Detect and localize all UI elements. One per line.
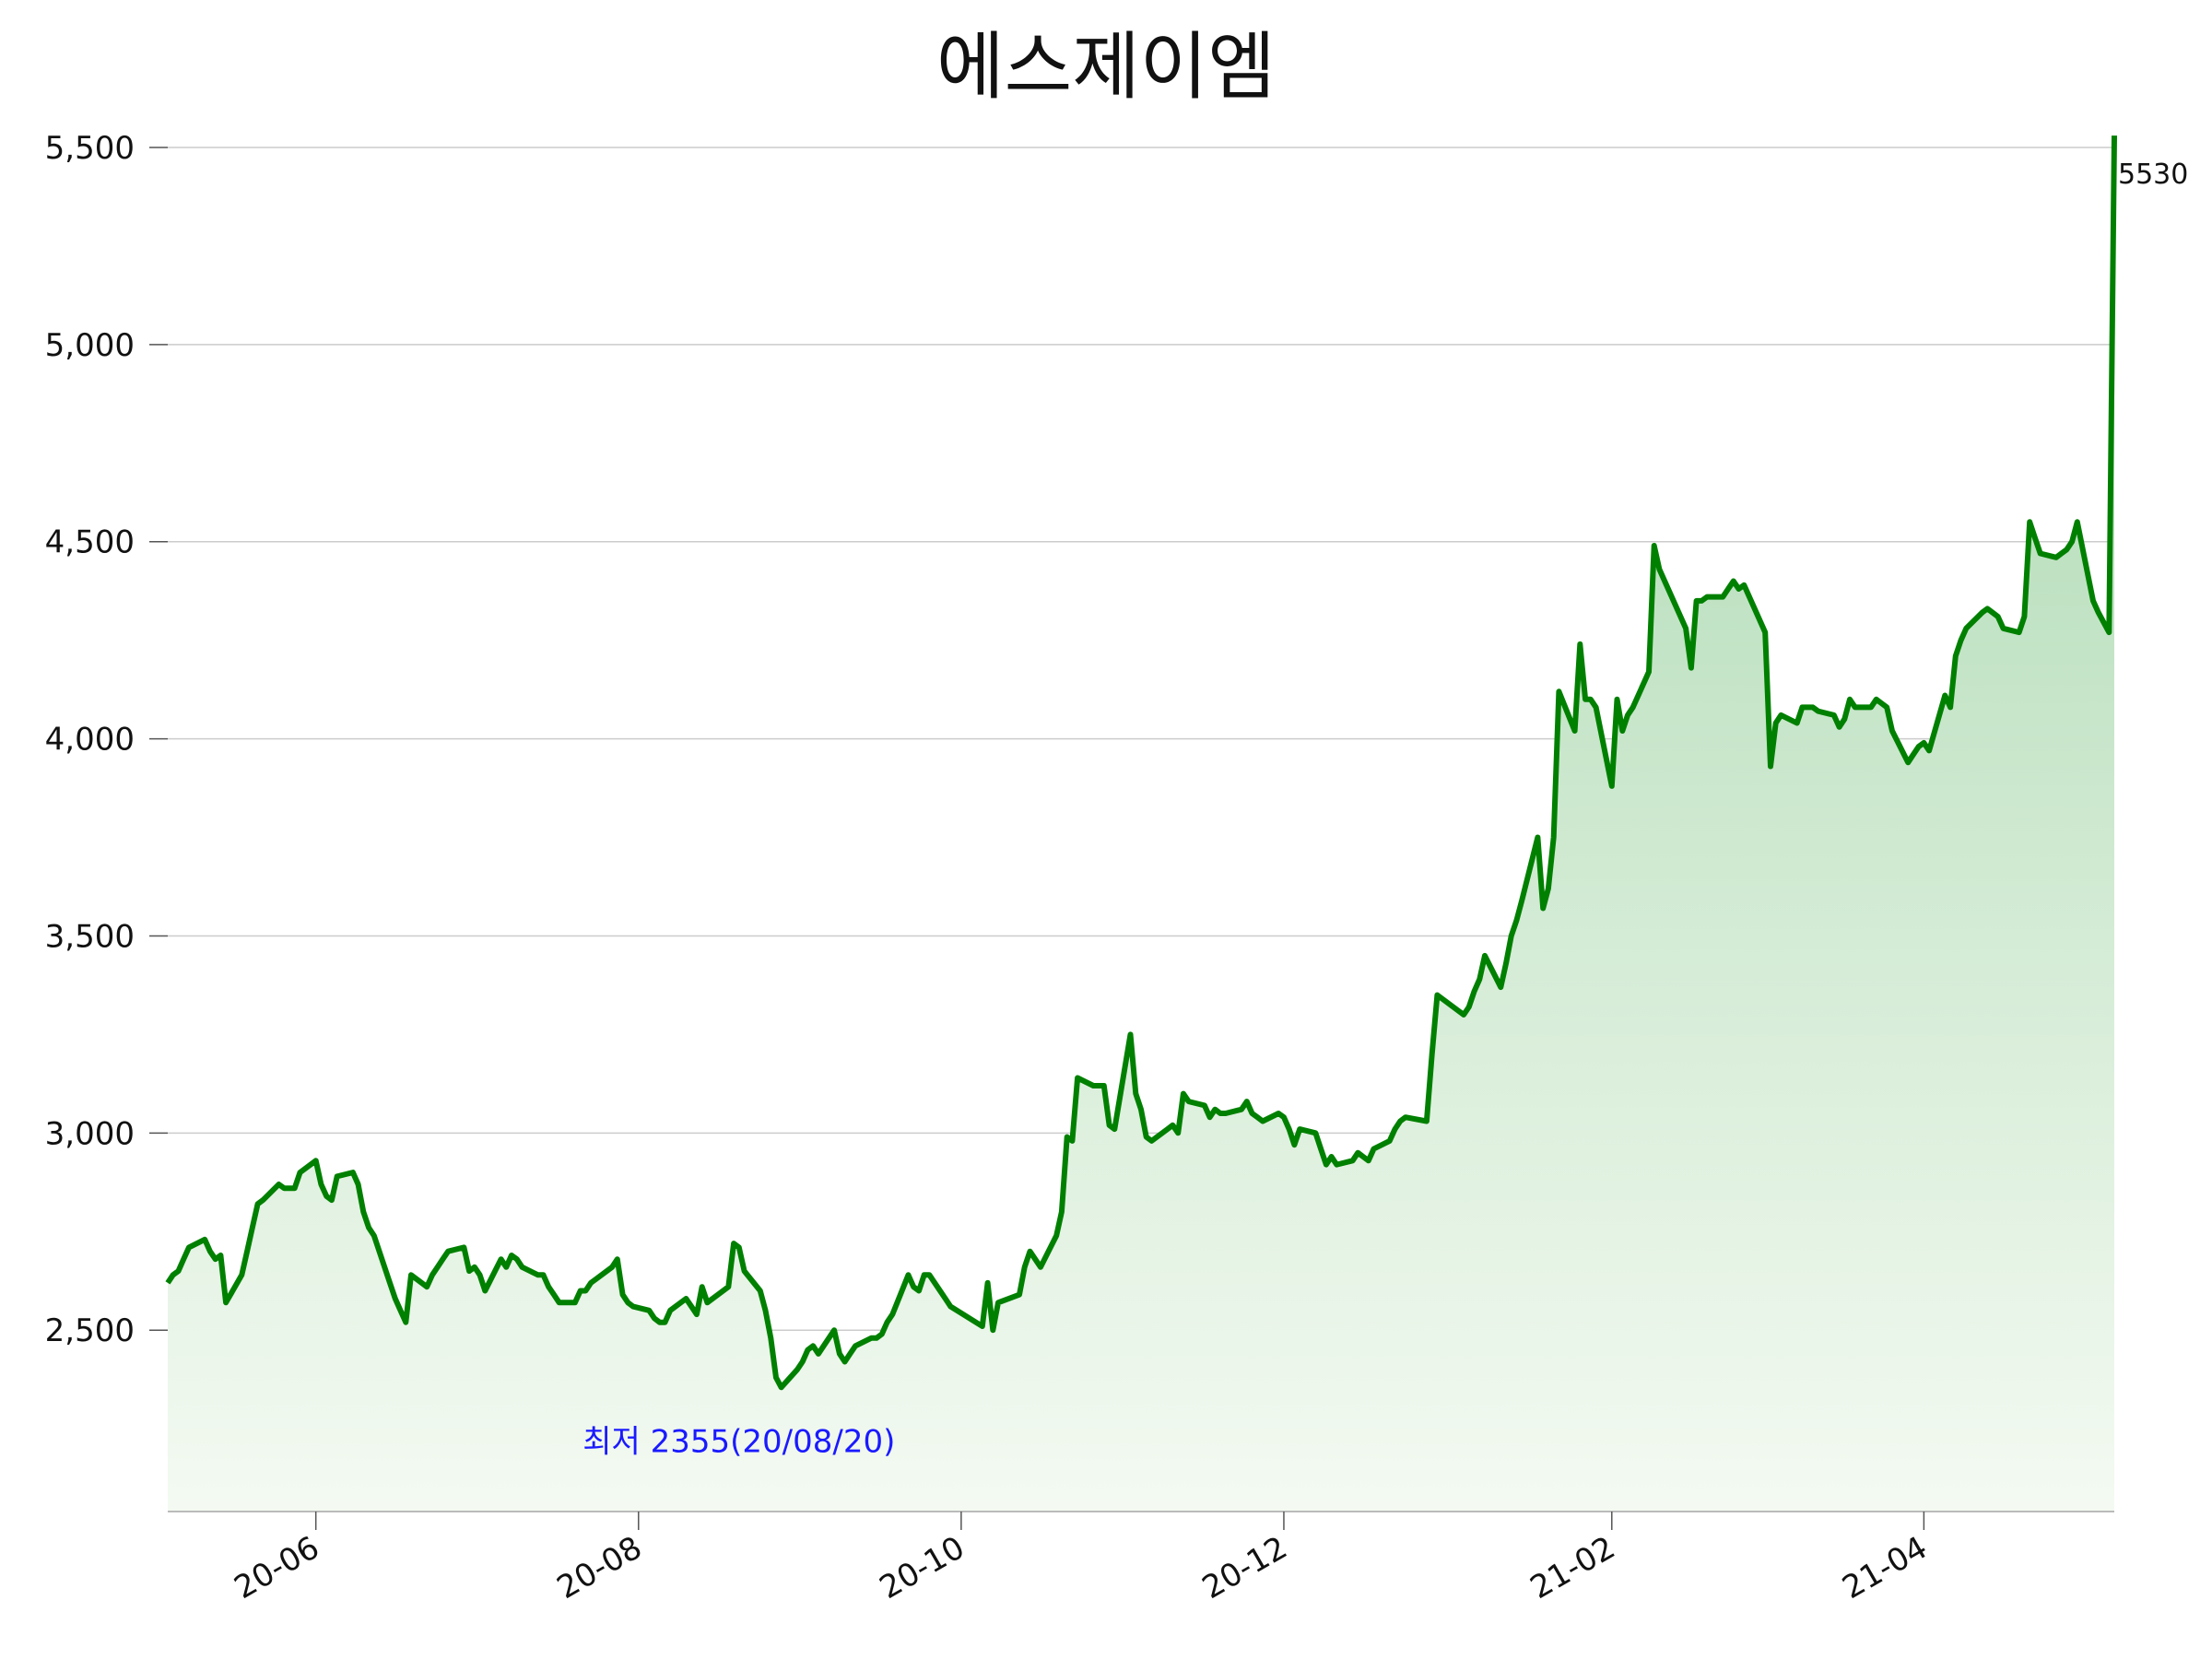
y-tick-label: 3,500 [45, 918, 135, 955]
x-tick-label: 20-06 [229, 1529, 326, 1606]
y-tick-label: 4,000 [45, 722, 135, 759]
y-tick-label: 5,500 [45, 130, 135, 167]
x-tick-label: 20-10 [874, 1529, 971, 1606]
price-line [165, 135, 2117, 1391]
last-price-label: 5530 [2118, 159, 2188, 191]
y-tick-label: 2,500 [45, 1312, 135, 1349]
x-tick-label: 21-04 [1836, 1529, 1934, 1606]
y-tick-label: 4,500 [45, 524, 135, 561]
chart-title: 에스제이엠 [936, 24, 1276, 110]
x-tick-label: 20-12 [1196, 1529, 1294, 1606]
min-price-label: 최저 2355(20/08/20) [582, 1423, 895, 1460]
y-tick-label: 5,000 [45, 327, 135, 364]
x-tick-label: 21-02 [1524, 1529, 1622, 1606]
x-tick-label: 20-08 [551, 1529, 649, 1606]
price-area-fill [168, 135, 2114, 1512]
y-tick-label: 3,000 [45, 1115, 135, 1152]
